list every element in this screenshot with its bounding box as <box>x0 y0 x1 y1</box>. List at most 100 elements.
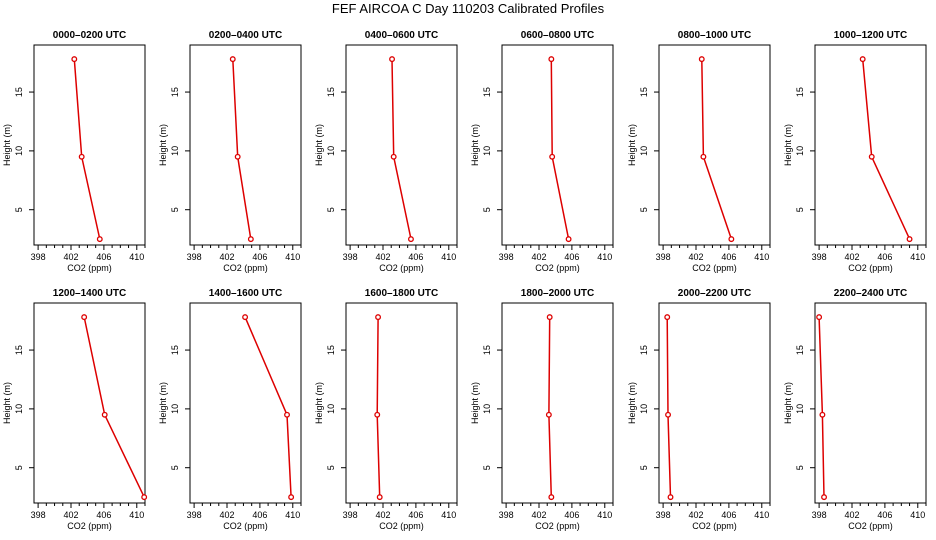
x-tick-label: 402 <box>688 510 703 520</box>
panel-4: 0600–0800 UTC 398 402 406 410 CO2 (ppm) 5 10 15 H… <box>470 30 614 273</box>
data-point <box>101 411 108 418</box>
profile-line <box>83 316 145 498</box>
profile-line <box>861 59 911 240</box>
y-tick-label: 5 <box>326 465 336 470</box>
x-tick-label: 406 <box>408 252 423 262</box>
data-point <box>821 494 827 501</box>
y-tick-label: 5 <box>326 207 336 212</box>
x-tick-label: 410 <box>285 510 300 520</box>
y-axis-label: Height (m) <box>627 124 637 166</box>
profile-line <box>376 317 381 498</box>
panel-9: 1600–1800 UTC 398 402 406 410 CO2 (ppm) 5 10 15 H… <box>314 288 458 531</box>
data-point <box>374 411 381 418</box>
profile-line <box>73 59 101 240</box>
x-tick-label: 402 <box>219 510 234 520</box>
y-tick-label: 15 <box>14 345 24 355</box>
x-tick-label: 398 <box>31 252 46 262</box>
profile-line <box>666 317 672 498</box>
plot-frame <box>33 44 146 246</box>
data-point <box>665 411 671 418</box>
x-tick-label: 402 <box>531 252 546 262</box>
data-point <box>667 494 674 501</box>
panel-5: 0800–1000 UTC 398 402 406 410 CO2 (ppm) 5 10 15 H… <box>627 30 771 273</box>
x-axis-label: CO2 (ppm) <box>67 521 112 531</box>
y-axis-label: Height (m) <box>2 382 12 424</box>
main-title: FEF AIRCOA C Day 110203 Calibrated Profi… <box>331 1 605 16</box>
panel-title: 0400–0600 UTC <box>365 30 438 41</box>
data-point <box>408 236 414 243</box>
data-point <box>389 56 395 63</box>
plot-frame <box>189 44 302 246</box>
plot-frame <box>501 302 614 504</box>
y-tick-label: 10 <box>326 146 336 156</box>
x-tick-label: 398 <box>656 252 671 262</box>
x-tick-label: 410 <box>285 252 300 262</box>
profile-line <box>818 317 825 498</box>
data-point <box>242 314 249 321</box>
profile-line <box>391 59 412 240</box>
y-axis-label: Height (m) <box>783 124 793 166</box>
data-point <box>548 56 555 63</box>
panel-8: 1400–1600 UTC 398 402 406 410 CO2 (ppm) 5 10 15 H… <box>158 288 302 531</box>
data-point <box>390 153 397 160</box>
x-axis-label: CO2 (ppm) <box>379 521 424 531</box>
panel-1: 0000–0200 UTC 398 402 406 410 CO2 (ppm) 5 10 15 H… <box>2 30 146 273</box>
x-axis-label: CO2 (ppm) <box>535 521 580 531</box>
panel-2: 0200–0400 UTC 398 402 406 410 CO2 (ppm) 5 10 15 H… <box>158 30 302 273</box>
panel-title: 0200–0400 UTC <box>209 30 282 41</box>
data-point <box>71 56 78 63</box>
y-tick-label: 5 <box>170 207 180 212</box>
panel-3: 0400–0600 UTC 398 402 406 410 CO2 (ppm) 5 10 15 H… <box>314 30 458 273</box>
y-tick-label: 15 <box>326 345 336 355</box>
x-axis-label: CO2 (ppm) <box>692 263 737 273</box>
x-tick-label: 410 <box>129 252 144 262</box>
panel-7: 1200–1400 UTC 398 402 406 410 CO2 (ppm) 5 10 15 H… <box>2 288 148 531</box>
x-tick-label: 406 <box>252 252 267 262</box>
data-point <box>700 153 707 160</box>
y-tick-label: 15 <box>795 345 805 355</box>
data-point <box>859 56 866 63</box>
data-point <box>78 153 85 160</box>
data-point <box>234 153 241 160</box>
x-tick-label: 410 <box>754 510 769 520</box>
panel-title: 1600–1800 UTC <box>365 288 438 299</box>
panel-12: 2200–2400 UTC 398 402 406 410 CO2 (ppm) 5 10 15 H… <box>783 288 927 531</box>
y-tick-label: 15 <box>639 345 649 355</box>
data-point <box>546 314 553 321</box>
x-axis-label: CO2 (ppm) <box>535 263 580 273</box>
y-tick-label: 5 <box>795 465 805 470</box>
panel-title: 2000–2200 UTC <box>678 288 751 299</box>
data-point <box>229 56 236 63</box>
y-tick-label: 10 <box>326 404 336 414</box>
y-tick-label: 10 <box>795 146 805 156</box>
x-tick-label: 402 <box>844 252 859 262</box>
data-point <box>906 236 913 243</box>
plot-frame <box>345 302 458 504</box>
x-tick-label: 398 <box>187 510 202 520</box>
x-tick-label: 398 <box>812 252 827 262</box>
data-point <box>247 236 254 243</box>
data-point <box>548 494 555 501</box>
y-tick-label: 5 <box>14 207 24 212</box>
x-tick-label: 406 <box>877 510 892 520</box>
y-axis-label: Height (m) <box>158 382 168 424</box>
data-point <box>698 56 705 63</box>
y-tick-label: 10 <box>482 146 492 156</box>
y-tick-label: 10 <box>170 146 180 156</box>
x-tick-label: 402 <box>219 252 234 262</box>
x-tick-label: 410 <box>754 252 769 262</box>
x-tick-label: 406 <box>721 252 736 262</box>
x-axis-label: CO2 (ppm) <box>848 521 893 531</box>
y-tick-label: 15 <box>795 87 805 97</box>
x-axis-label: CO2 (ppm) <box>692 521 737 531</box>
plot-frame <box>658 302 771 504</box>
data-point <box>816 314 823 321</box>
y-tick-label: 10 <box>639 146 649 156</box>
data-point <box>81 314 88 321</box>
y-axis-label: Height (m) <box>783 382 793 424</box>
x-tick-label: 402 <box>531 510 546 520</box>
profile-line <box>232 59 252 240</box>
data-point <box>288 494 295 501</box>
panel-title: 1400–1600 UTC <box>209 288 282 299</box>
y-axis-label: Height (m) <box>627 382 637 424</box>
